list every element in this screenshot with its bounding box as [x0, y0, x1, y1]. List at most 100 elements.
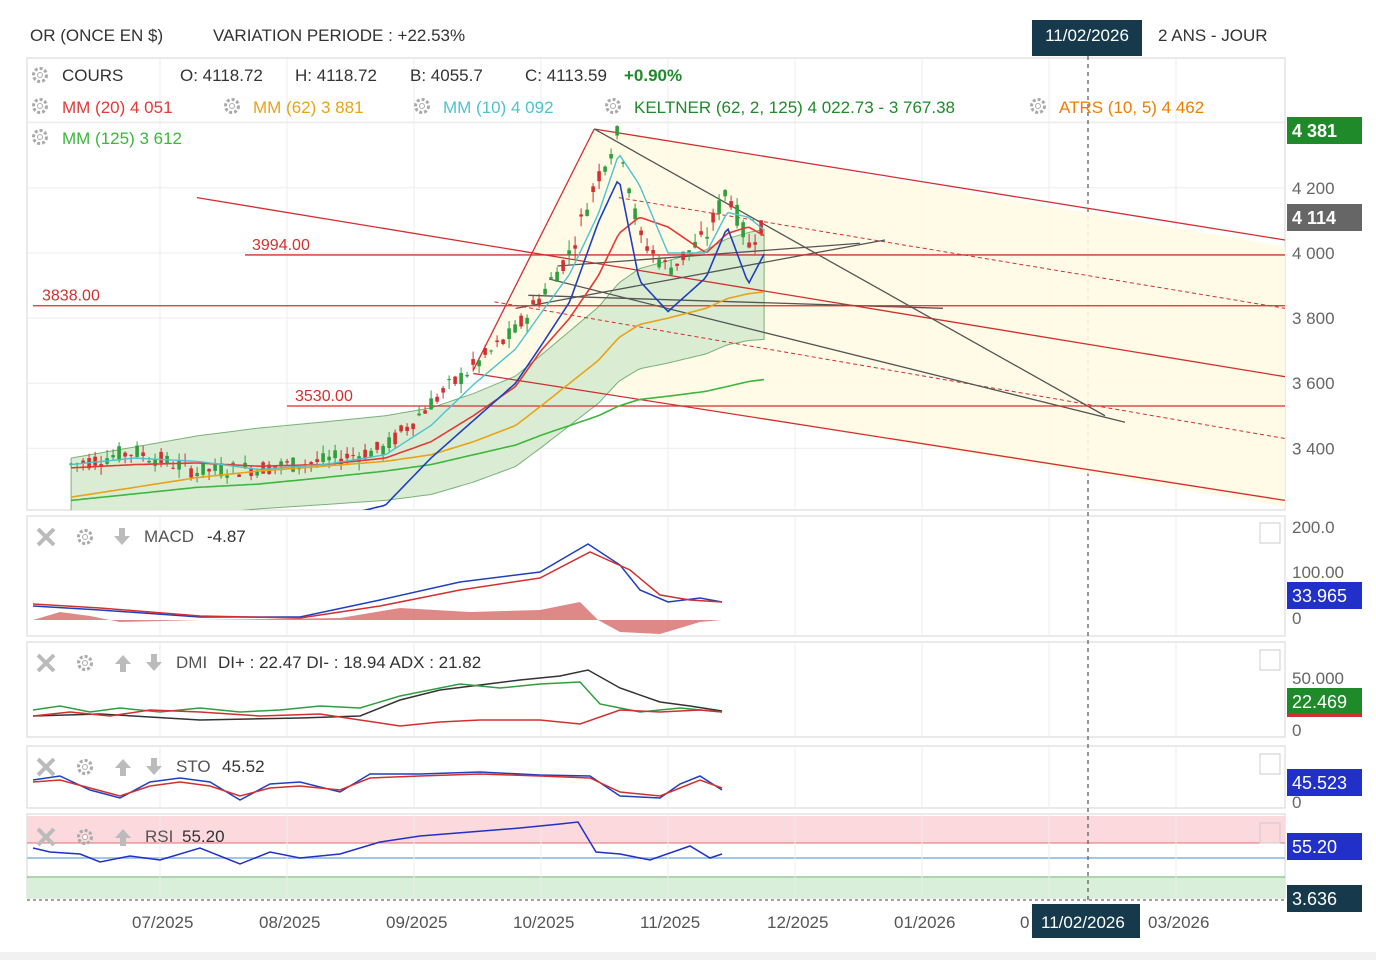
- dmi-badge: 22.469: [1292, 692, 1347, 712]
- x-tick-label-partial: 0: [1020, 913, 1029, 932]
- mm10-label: MM (10) 4 092: [443, 98, 554, 117]
- atrs-gear-icon: [1030, 98, 1046, 114]
- atrs-gear-icon-ring: [1030, 98, 1046, 114]
- sto-checkbox: [1259, 753, 1281, 775]
- x-tick-label: 10/2025: [513, 913, 574, 932]
- candle-body: [147, 460, 151, 463]
- mm125-gear-icon: [32, 129, 48, 145]
- rsi-gear-icon-ring: [77, 829, 93, 845]
- sto-gear-icon: [77, 759, 93, 775]
- candle-body: [489, 350, 493, 352]
- period-selector[interactable]: 2 ANS - JOUR: [1158, 26, 1268, 45]
- mm125-gear-icon-hub: [37, 134, 43, 140]
- cours-gear-icon: [32, 67, 48, 83]
- rsi-close-icon-b: [36, 827, 56, 847]
- mm62-line: [70, 291, 765, 498]
- mm20-gear-icon-ring: [32, 98, 48, 114]
- sto-badge-bg: [1287, 769, 1362, 796]
- candle-body: [381, 445, 385, 455]
- sto-close-icon-b: [36, 757, 56, 777]
- x-cursor-badge-bg: [1032, 904, 1140, 938]
- candle-body: [195, 472, 199, 477]
- candle-body: [573, 245, 577, 249]
- y-tick-label: 3 800: [1292, 309, 1335, 328]
- candle-body: [531, 300, 535, 305]
- candle-body: [645, 246, 649, 251]
- candle-body: [399, 425, 403, 432]
- mm125-gear-icon-ring: [32, 129, 48, 145]
- sto-d-line: [32, 773, 723, 797]
- candle-body: [483, 348, 487, 355]
- candle-body: [123, 452, 127, 457]
- candle-body: [393, 432, 397, 445]
- candle-body: [273, 466, 277, 468]
- channel-mid-dotted-1: [618, 197, 1285, 309]
- dmi-close-icon-b: [36, 653, 56, 673]
- y-tick-label: 3 400: [1292, 439, 1335, 458]
- sto-up-icon: [115, 759, 131, 776]
- level-label-1: 3838.00: [42, 288, 100, 305]
- candle-body: [525, 317, 529, 324]
- dmi-gear-icon: [77, 655, 93, 671]
- bottom-scrollbar[interactable]: [0, 952, 1376, 960]
- macd-line: [32, 543, 723, 618]
- candle-body: [417, 413, 421, 416]
- candle-body: [81, 460, 85, 464]
- candle-body: [603, 166, 607, 172]
- rsi-up-icon: [115, 829, 131, 846]
- sto-tick: 0: [1292, 793, 1301, 812]
- candle-body: [429, 398, 433, 410]
- sto-badge: 45.523: [1292, 773, 1347, 793]
- candle-body: [729, 201, 733, 208]
- candle-body: [747, 242, 751, 248]
- candle-body: [285, 461, 289, 463]
- candle-body: [117, 446, 121, 461]
- candle-body: [135, 445, 139, 457]
- candle-body: [711, 212, 715, 223]
- macd-close-icon: [36, 527, 56, 547]
- candle-body: [537, 298, 541, 305]
- cursor-date-badge: 11/02/2026: [1032, 20, 1142, 56]
- candle-body: [321, 453, 325, 463]
- x-tick-label: 03/2026: [1148, 913, 1209, 932]
- last-price-badge: 4 114: [1292, 208, 1336, 228]
- level-label-0: 3994.00: [252, 237, 310, 254]
- dmi-up-icon-shape: [115, 655, 131, 672]
- candle-body: [219, 464, 223, 477]
- y-tick-label: 3 600: [1292, 374, 1335, 393]
- x-tick-label: 01/2026: [894, 913, 955, 932]
- candle-body: [549, 277, 553, 279]
- mm125-label: MM (125) 3 612: [62, 129, 182, 148]
- dmi-down-icon: [146, 654, 162, 671]
- macd-gear-icon: [77, 529, 93, 545]
- candle-body: [177, 460, 181, 470]
- y-tick-label: 4 200: [1292, 179, 1335, 198]
- candle-body: [447, 378, 451, 381]
- channel-top-line: [594, 128, 1285, 241]
- candle-body: [585, 209, 589, 216]
- rsi-up-icon-shape: [115, 829, 131, 846]
- macd-tick: 0: [1292, 609, 1301, 628]
- atrs-line: [362, 180, 765, 510]
- rsi-oversold-zone: [27, 878, 1285, 898]
- rsi-close-icon: [36, 827, 56, 847]
- sto-down-icon: [146, 758, 162, 775]
- candle-body: [639, 230, 643, 236]
- price-panel: 3994.00 3838.00 3530.00: [33, 125, 1285, 510]
- rsi-value: 55.20: [182, 827, 225, 846]
- candle-body: [633, 208, 637, 220]
- candle-body: [555, 271, 559, 282]
- x-tick-label: 08/2025: [259, 913, 320, 932]
- mm125-line: [71, 378, 765, 502]
- rsi-label: RSI: [145, 827, 173, 846]
- candle-body: [591, 186, 595, 193]
- candle-body: [363, 449, 367, 459]
- candle-body: [597, 171, 601, 182]
- cours-change: +0.90%: [624, 66, 682, 85]
- candle-body: [111, 455, 115, 458]
- candle-body: [315, 459, 319, 463]
- macd-close-icon-b: [36, 527, 56, 547]
- candle-body: [99, 464, 103, 467]
